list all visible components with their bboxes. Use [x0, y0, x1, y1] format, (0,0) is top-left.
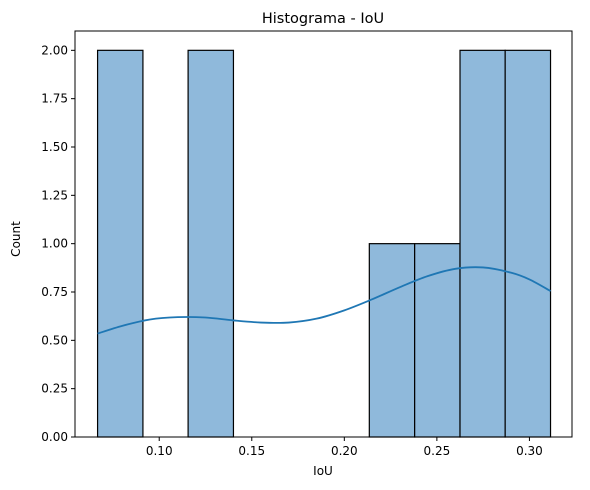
bars-group	[96, 49, 552, 438]
histogram-bar	[504, 49, 552, 438]
plot-frame	[74, 30, 573, 438]
y-axis-label: Count	[9, 221, 23, 257]
y-tick-label: 1.75	[41, 92, 68, 106]
y-tick-label: 0.25	[41, 382, 68, 396]
x-tick-label: 0.30	[516, 444, 543, 458]
y-tick-label: 0.75	[41, 285, 68, 299]
x-axis-label: IoU	[313, 464, 333, 478]
y-tick-label: 0.00	[41, 430, 68, 444]
x-tick-label: 0.15	[238, 444, 265, 458]
histogram-bar	[187, 49, 235, 438]
y-tick-label: 0.50	[41, 333, 68, 347]
y-tick-label: 1.50	[41, 140, 68, 154]
y-tick-label: 2.00	[41, 43, 68, 57]
histogram-bar	[414, 243, 461, 438]
x-tick-label: 0.25	[424, 444, 451, 458]
kde-curve	[97, 266, 551, 335]
histogram-bar	[96, 49, 144, 438]
x-tick-label: 0.10	[146, 444, 173, 458]
chart-title: Histograma - IoU	[262, 11, 384, 27]
x-tick-label: 0.20	[331, 444, 358, 458]
y-tick-label: 1.25	[41, 188, 68, 202]
y-tick-label: 1.00	[41, 237, 68, 251]
axes-group: 0.10 0.15 0.20 0.25 0.30 0.00 0.25 0.50 0.75 1.00…	[41, 30, 573, 458]
histogram-bar	[368, 243, 416, 438]
histogram-bar	[459, 49, 506, 438]
